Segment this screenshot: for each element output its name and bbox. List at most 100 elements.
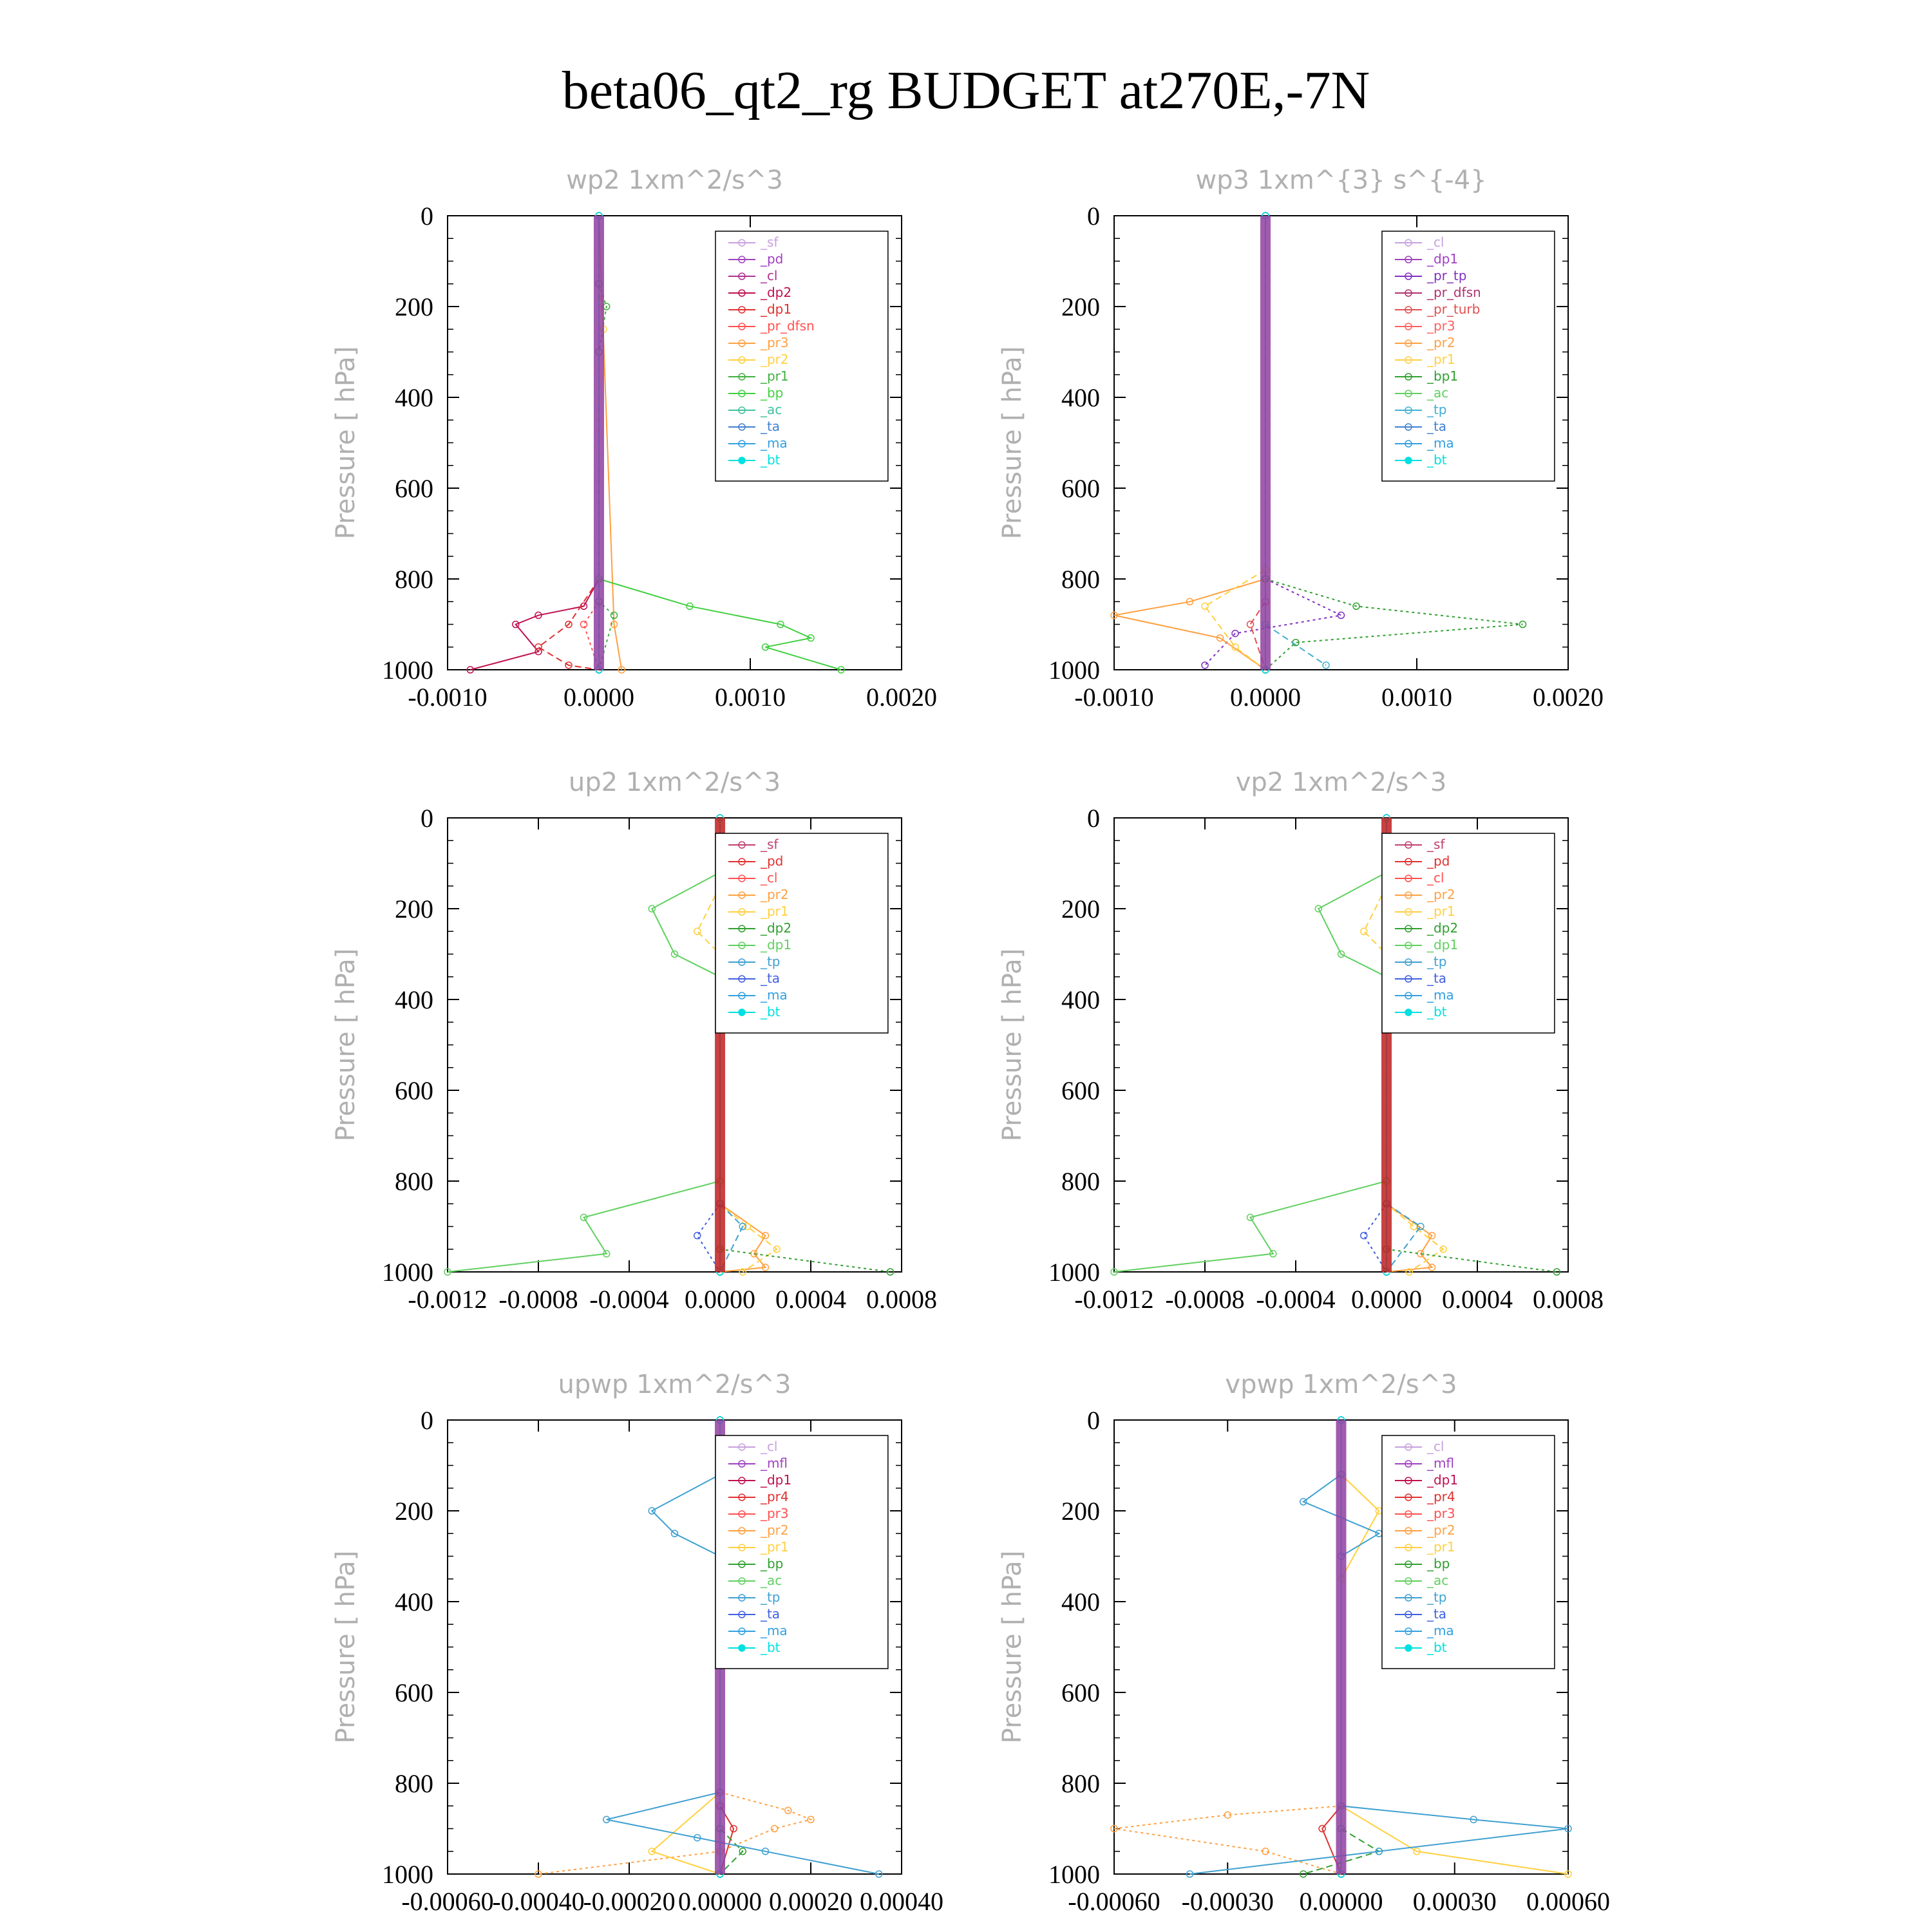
y-axis-label: Pressure [ hPa] (998, 949, 1027, 1142)
y-tick-label: 400 (1061, 985, 1100, 1014)
x-tick-label: -0.0010 (408, 683, 487, 712)
legend-label: _cl (760, 268, 778, 283)
data-point (784, 1806, 792, 1815)
x-tick-label: -0.00030 (1182, 1887, 1274, 1916)
legend-marker (738, 289, 746, 297)
data-point (1428, 1264, 1436, 1271)
legend-marker (738, 256, 746, 263)
data-point (694, 1231, 701, 1240)
legend-label: _ac (1426, 385, 1448, 401)
legend (1381, 833, 1555, 1034)
y-tick-label: 600 (1061, 1076, 1100, 1105)
legend-label: _ac (1426, 1573, 1448, 1588)
data-point (739, 1268, 746, 1276)
legend-marker (738, 875, 746, 882)
x-tick-label: -0.0012 (1074, 1285, 1153, 1314)
legend-marker (738, 1577, 746, 1585)
x-tick-label: -0.00020 (583, 1887, 675, 1916)
data-point (773, 1245, 781, 1253)
data-point (580, 620, 588, 629)
y-tick-label: 800 (1061, 565, 1100, 594)
data-point (837, 666, 845, 674)
legend-label: _bt (1426, 1640, 1447, 1655)
legend-label: _pd (760, 853, 783, 869)
legend-marker (1405, 891, 1412, 899)
chart-panel-6: vpwp 1xm^2/s^3 Pressure [ hPa] 0 200 400 600 8… (998, 1370, 1610, 1916)
legend-marker (1405, 272, 1412, 280)
legend-label: _bt (760, 452, 781, 468)
y-axis-label: Pressure [ hPa] (331, 1551, 361, 1744)
data-point (875, 1870, 883, 1878)
data-point (670, 950, 679, 958)
legend-label: _pr1 (760, 904, 789, 919)
legend-marker (738, 423, 746, 431)
data-point (648, 1507, 656, 1515)
y-tick-label: 1000 (382, 656, 433, 685)
series-line (598, 578, 842, 670)
legend-marker (1405, 339, 1412, 347)
data-point (1246, 1213, 1255, 1222)
legend-label: _pr_dfsn (760, 318, 815, 334)
legend-marker (1405, 1644, 1412, 1652)
panel-title: vpwp 1xm^2/s^3 (1225, 1370, 1457, 1399)
legend-label: _ta (760, 1606, 780, 1622)
series-line (1265, 623, 1327, 666)
y-tick-label: 1000 (1048, 1258, 1100, 1287)
legend (715, 833, 889, 1034)
y-tick-label: 400 (395, 383, 433, 412)
legend-label: _ta (1426, 1606, 1446, 1622)
legend-marker (1405, 323, 1412, 330)
data-point (1300, 1870, 1307, 1878)
data-point (1553, 1268, 1561, 1276)
y-tick-label: 800 (395, 565, 433, 594)
legend-label: _dp2 (760, 920, 791, 936)
data-point (1428, 1231, 1436, 1240)
data-point (1231, 629, 1239, 638)
data-point (565, 661, 573, 669)
legend-label: _ta (760, 419, 780, 434)
data-point (512, 620, 520, 629)
legend-marker (1405, 390, 1412, 397)
x-tick-label: 0.00060 (1526, 1887, 1610, 1916)
data-point (670, 1530, 679, 1537)
legend-marker (1405, 457, 1412, 464)
legend-label: _pr2 (760, 1522, 789, 1538)
data-point (1224, 1811, 1231, 1819)
legend-label: _bt (1426, 452, 1447, 468)
legend-label: _cl (1426, 1439, 1444, 1454)
legend-label: _pr3 (760, 335, 789, 350)
data-point (770, 1824, 779, 1833)
series-line (598, 283, 615, 670)
panel-title: wp2 1xm^2/s^3 (566, 166, 783, 195)
legend-marker (1405, 256, 1412, 263)
legend-label: _cl (1426, 870, 1444, 886)
legend-marker (1405, 858, 1412, 866)
legend-marker (738, 239, 746, 247)
x-tick-label: 0.0010 (1381, 683, 1452, 712)
x-tick-label: 0.0010 (715, 683, 786, 712)
legend-marker (738, 306, 746, 314)
data-point (1360, 1231, 1368, 1240)
legend-label: _pd (760, 251, 783, 267)
data-point (1410, 1222, 1418, 1231)
legend-marker (1405, 239, 1412, 247)
y-tick-label: 600 (395, 1076, 433, 1105)
legend-label: _dp1 (760, 301, 791, 317)
data-point (1300, 1498, 1307, 1506)
data-point (1337, 611, 1345, 620)
data-point (1417, 1222, 1425, 1231)
legend-label: _pr4 (1426, 1489, 1455, 1504)
series-line (1386, 1248, 1557, 1273)
legend-label: _dp1 (760, 937, 791, 952)
zero-line-band (1260, 216, 1271, 670)
legend-label: _pr1 (1426, 1539, 1455, 1555)
legend-marker (738, 1510, 746, 1518)
legend-marker (1405, 1009, 1412, 1016)
legend-label: _pr2 (760, 887, 789, 902)
y-tick-label: 200 (1061, 292, 1100, 321)
series-line (1113, 871, 1387, 1273)
data-point (1269, 1250, 1277, 1258)
data-point (1186, 598, 1194, 605)
legend-marker (738, 1644, 746, 1652)
legend-marker (1405, 1577, 1412, 1585)
